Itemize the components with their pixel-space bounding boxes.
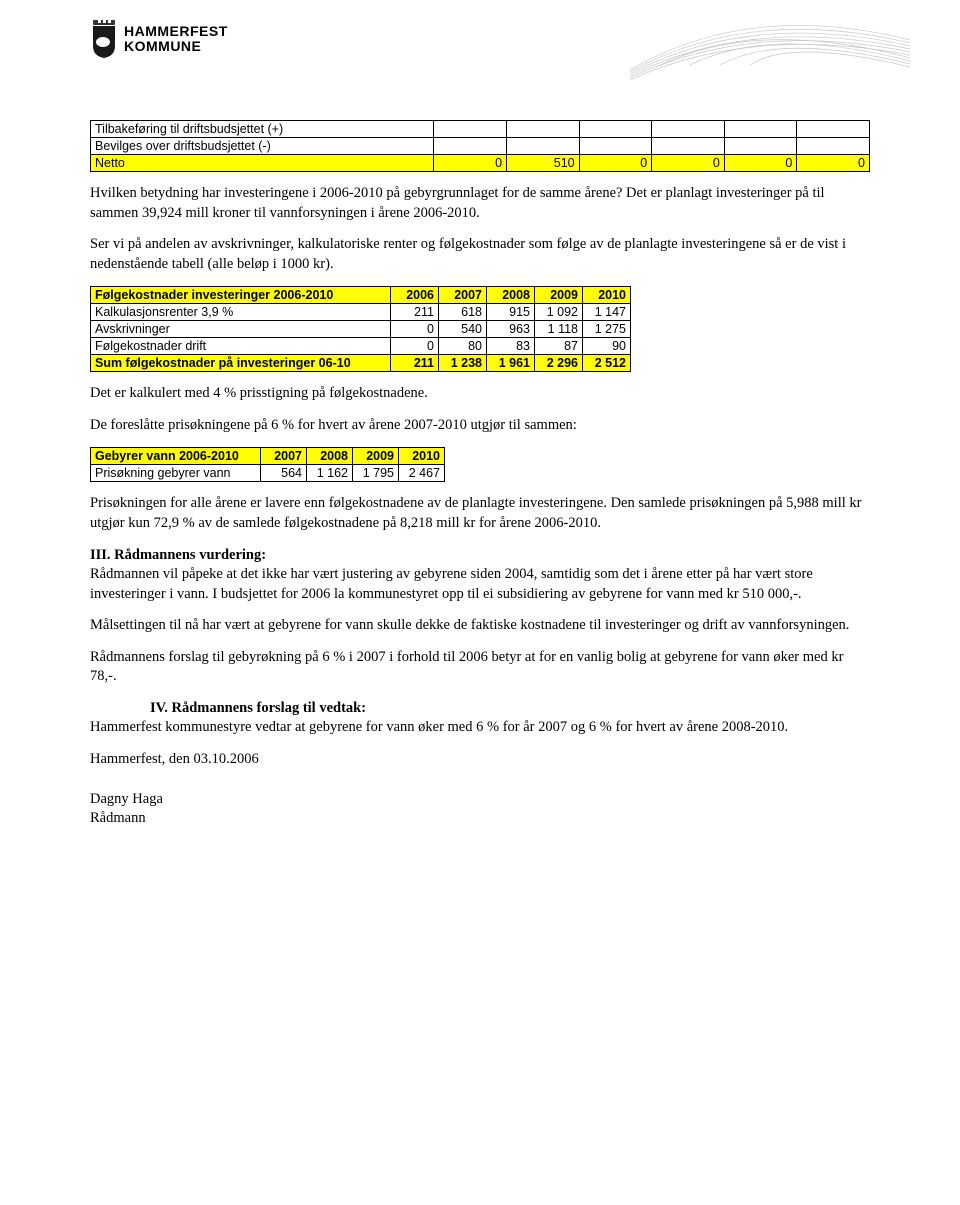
table-cell: [579, 138, 652, 155]
para-8: Rådmannens forslag til gebyrøkning på 6 …: [90, 648, 870, 687]
table-cell: 963: [487, 321, 535, 338]
table-cell: 83: [487, 338, 535, 355]
table-cell: 915: [487, 304, 535, 321]
header-logo: HAMMERFEST KOMMUNE: [90, 20, 228, 58]
table-header-col: 2009: [353, 448, 399, 465]
logo-text: HAMMERFEST KOMMUNE: [124, 24, 228, 55]
table-header-col: 2006: [391, 287, 439, 304]
table-cell: 0: [652, 155, 725, 172]
table-cell: 80: [439, 338, 487, 355]
table-cell: [652, 138, 725, 155]
table-row: Prisøkning gebyrer vann5641 1621 7952 46…: [91, 465, 445, 482]
table-cell-label: Sum følgekostnader på investeringer 06-1…: [91, 355, 391, 372]
table-cell: 1 118: [535, 321, 583, 338]
table-cell-label: Følgekostnader drift: [91, 338, 391, 355]
logo-line2: KOMMUNE: [124, 39, 228, 54]
logo-line1: HAMMERFEST: [124, 24, 228, 39]
para-1: Hvilken betydning har investeringene i 2…: [90, 184, 870, 223]
section-3: III. Rådmannens vurdering:: [90, 546, 870, 566]
table-cell: [724, 121, 797, 138]
signature-name: Dagny Haga: [90, 790, 870, 810]
table-header-col: 2010: [583, 287, 631, 304]
table-cell: 0: [391, 321, 439, 338]
table-cell: 211: [391, 355, 439, 372]
table-cell: [652, 121, 725, 138]
para-5: Prisøkningen for alle årene er lavere en…: [90, 494, 870, 533]
table-cell: [797, 138, 870, 155]
table-cell: [507, 121, 580, 138]
table-row: Tilbakeføring til driftsbudsjettet (+): [91, 121, 870, 138]
table-cell: 0: [797, 155, 870, 172]
table-cell: 1 795: [353, 465, 399, 482]
table-cell: 90: [583, 338, 631, 355]
table-cell: [434, 121, 507, 138]
table-cell: 1 147: [583, 304, 631, 321]
table-header-col: 2010: [399, 448, 445, 465]
table-cell-label: Avskrivninger: [91, 321, 391, 338]
table-header-label: Gebyrer vann 2006-2010: [91, 448, 261, 465]
table-cell: 87: [535, 338, 583, 355]
table-cell: 1 092: [535, 304, 583, 321]
table-cell: 510: [507, 155, 580, 172]
table-row: Kalkulasjonsrenter 3,9 %2116189151 0921 …: [91, 304, 631, 321]
table-cell: 2 512: [583, 355, 631, 372]
table-cell: 2 296: [535, 355, 583, 372]
table-row: Netto05100000: [91, 155, 870, 172]
table-cell: 1 275: [583, 321, 631, 338]
table-gebyrer: Gebyrer vann 2006-20102007200820092010Pr…: [90, 447, 445, 482]
table-row: Følgekostnader drift080838790: [91, 338, 631, 355]
table-header-col: 2007: [439, 287, 487, 304]
table-cell: [434, 138, 507, 155]
table-cell: 564: [261, 465, 307, 482]
signature-title: Rådmann: [90, 809, 870, 829]
table-header-label: Følgekostnader investeringer 2006-2010: [91, 287, 391, 304]
para-2: Ser vi på andelen av avskrivninger, kalk…: [90, 235, 870, 274]
table-cell: 1 961: [487, 355, 535, 372]
para-3: Det er kalkulert med 4 % prisstigning på…: [90, 384, 870, 404]
para-6: Rådmannen vil påpeke at det ikke har vær…: [90, 565, 870, 604]
table-header-col: 2008: [307, 448, 353, 465]
section-4: IV. Rådmannens forslag til vedtak:: [90, 699, 870, 719]
table-cell: 0: [391, 338, 439, 355]
table-cell: [724, 138, 797, 155]
para-7: Målsettingen til nå har vært at gebyrene…: [90, 616, 870, 636]
header-wave-graphic: [630, 10, 910, 80]
para-10: Hammerfest, den 03.10.2006: [90, 750, 870, 770]
table-header-col: 2007: [261, 448, 307, 465]
table-cell: 2 467: [399, 465, 445, 482]
table-cell-label: Netto: [91, 155, 434, 172]
table-row: Avskrivninger05409631 1181 275: [91, 321, 631, 338]
table-cell: 0: [579, 155, 652, 172]
table-cell-label: Prisøkning gebyrer vann: [91, 465, 261, 482]
table-header-col: 2009: [535, 287, 583, 304]
table-cell: [507, 138, 580, 155]
table-row: Sum følgekostnader på investeringer 06-1…: [91, 355, 631, 372]
table-cell: 0: [724, 155, 797, 172]
table-netto: Tilbakeføring til driftsbudsjettet (+)Be…: [90, 120, 870, 172]
shield-icon: [90, 20, 118, 58]
table-cell: 0: [434, 155, 507, 172]
para-4: De foreslåtte prisøkningene på 6 % for h…: [90, 416, 870, 436]
table-cell: 211: [391, 304, 439, 321]
table-cell: 1 162: [307, 465, 353, 482]
para-9: Hammerfest kommunestyre vedtar at gebyre…: [90, 718, 870, 738]
table-cell: 618: [439, 304, 487, 321]
heading-4: IV. Rådmannens forslag til vedtak:: [150, 699, 366, 719]
heading-3: III. Rådmannens vurdering:: [90, 547, 266, 563]
table-cell: [579, 121, 652, 138]
table-cell-label: Bevilges over driftsbudsjettet (-): [91, 138, 434, 155]
table-folgekostnader: Følgekostnader investeringer 2006-201020…: [90, 286, 631, 372]
table-cell-label: Tilbakeføring til driftsbudsjettet (+): [91, 121, 434, 138]
table-cell: 1 238: [439, 355, 487, 372]
table-cell: 540: [439, 321, 487, 338]
table-row: Bevilges over driftsbudsjettet (-): [91, 138, 870, 155]
table-header-col: 2008: [487, 287, 535, 304]
table-cell: [797, 121, 870, 138]
table-cell-label: Kalkulasjonsrenter 3,9 %: [91, 304, 391, 321]
